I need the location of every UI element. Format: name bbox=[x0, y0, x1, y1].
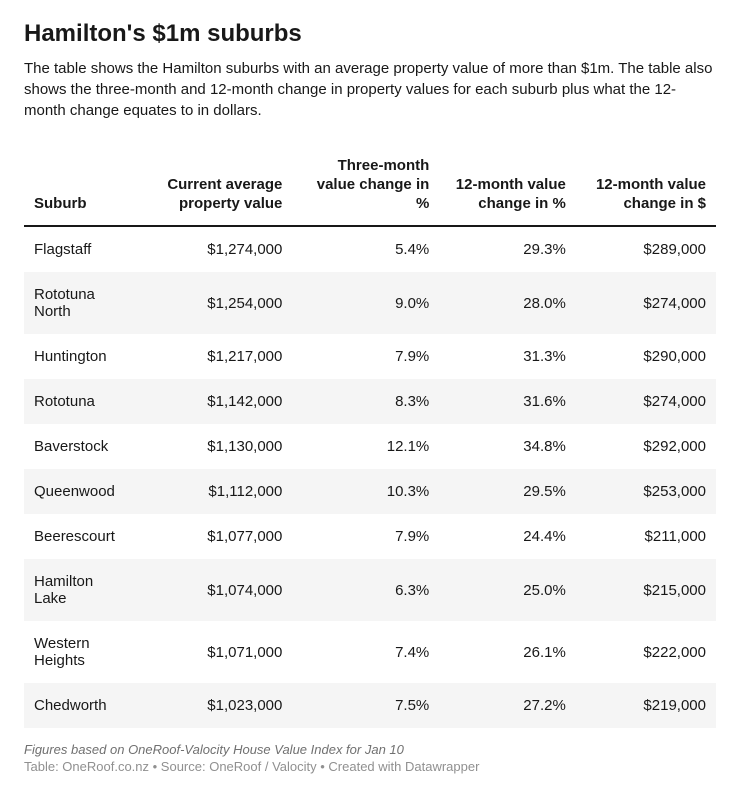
table-row: Queenwood$1,112,00010.3%29.5%$253,000 bbox=[24, 469, 716, 514]
cell-suburb: Western Heights bbox=[24, 621, 134, 683]
cell-chg12m: 26.1% bbox=[439, 621, 576, 683]
suburbs-table: Suburb Current average property value Th… bbox=[24, 149, 716, 728]
col-suburb: Suburb bbox=[24, 149, 134, 226]
cell-suburb: Hamilton Lake bbox=[24, 559, 134, 621]
cell-chg12d: $219,000 bbox=[576, 683, 716, 728]
cell-avg: $1,074,000 bbox=[134, 559, 292, 621]
table-row: Rototuna North$1,254,0009.0%28.0%$274,00… bbox=[24, 272, 716, 334]
cell-chg12m: 31.3% bbox=[439, 334, 576, 379]
page-title: Hamilton's $1m suburbs bbox=[24, 20, 716, 48]
cell-suburb: Rototuna bbox=[24, 379, 134, 424]
cell-chg3m: 7.9% bbox=[292, 334, 439, 379]
footnote-source-date: Figures based on OneRoof-Valocity House … bbox=[24, 742, 716, 757]
cell-chg12m: 28.0% bbox=[439, 272, 576, 334]
cell-chg12d: $274,000 bbox=[576, 379, 716, 424]
cell-chg12m: 31.6% bbox=[439, 379, 576, 424]
cell-chg12d: $215,000 bbox=[576, 559, 716, 621]
cell-chg3m: 6.3% bbox=[292, 559, 439, 621]
cell-avg: $1,274,000 bbox=[134, 226, 292, 272]
cell-avg: $1,071,000 bbox=[134, 621, 292, 683]
cell-avg: $1,130,000 bbox=[134, 424, 292, 469]
cell-chg3m: 5.4% bbox=[292, 226, 439, 272]
cell-suburb: Rototuna North bbox=[24, 272, 134, 334]
cell-chg12m: 29.3% bbox=[439, 226, 576, 272]
table-row: Huntington$1,217,0007.9%31.3%$290,000 bbox=[24, 334, 716, 379]
cell-chg3m: 8.3% bbox=[292, 379, 439, 424]
cell-suburb: Flagstaff bbox=[24, 226, 134, 272]
cell-chg12m: 27.2% bbox=[439, 683, 576, 728]
cell-avg: $1,254,000 bbox=[134, 272, 292, 334]
table-row: Hamilton Lake$1,074,0006.3%25.0%$215,000 bbox=[24, 559, 716, 621]
cell-avg: $1,112,000 bbox=[134, 469, 292, 514]
table-row: Baverstock$1,130,00012.1%34.8%$292,000 bbox=[24, 424, 716, 469]
cell-chg12d: $211,000 bbox=[576, 514, 716, 559]
cell-avg: $1,023,000 bbox=[134, 683, 292, 728]
table-row: Rototuna$1,142,0008.3%31.6%$274,000 bbox=[24, 379, 716, 424]
footnote-credits: Table: OneRoof.co.nz • Source: OneRoof /… bbox=[24, 759, 716, 774]
cell-chg12d: $289,000 bbox=[576, 226, 716, 272]
cell-chg3m: 10.3% bbox=[292, 469, 439, 514]
cell-chg12m: 24.4% bbox=[439, 514, 576, 559]
cell-chg3m: 12.1% bbox=[292, 424, 439, 469]
cell-chg3m: 9.0% bbox=[292, 272, 439, 334]
table-row: Flagstaff$1,274,0005.4%29.3%$289,000 bbox=[24, 226, 716, 272]
cell-avg: $1,077,000 bbox=[134, 514, 292, 559]
cell-chg3m: 7.5% bbox=[292, 683, 439, 728]
cell-avg: $1,142,000 bbox=[134, 379, 292, 424]
cell-suburb: Baverstock bbox=[24, 424, 134, 469]
table-row: Chedworth$1,023,0007.5%27.2%$219,000 bbox=[24, 683, 716, 728]
cell-suburb: Beerescourt bbox=[24, 514, 134, 559]
cell-chg12m: 34.8% bbox=[439, 424, 576, 469]
cell-chg12d: $274,000 bbox=[576, 272, 716, 334]
cell-suburb: Queenwood bbox=[24, 469, 134, 514]
cell-chg12m: 25.0% bbox=[439, 559, 576, 621]
cell-chg3m: 7.4% bbox=[292, 621, 439, 683]
col-chg12m: 12-month value change in % bbox=[439, 149, 576, 226]
col-chg12d: 12-month value change in $ bbox=[576, 149, 716, 226]
cell-chg12d: $222,000 bbox=[576, 621, 716, 683]
cell-suburb: Huntington bbox=[24, 334, 134, 379]
table-header-row: Suburb Current average property value Th… bbox=[24, 149, 716, 226]
cell-chg12d: $292,000 bbox=[576, 424, 716, 469]
cell-chg12m: 29.5% bbox=[439, 469, 576, 514]
table-row: Beerescourt$1,077,0007.9%24.4%$211,000 bbox=[24, 514, 716, 559]
cell-chg3m: 7.9% bbox=[292, 514, 439, 559]
page-description: The table shows the Hamilton suburbs wit… bbox=[24, 58, 716, 121]
table-row: Western Heights$1,071,0007.4%26.1%$222,0… bbox=[24, 621, 716, 683]
cell-avg: $1,217,000 bbox=[134, 334, 292, 379]
col-chg3m: Three-month value change in % bbox=[292, 149, 439, 226]
cell-chg12d: $290,000 bbox=[576, 334, 716, 379]
cell-suburb: Chedworth bbox=[24, 683, 134, 728]
col-avg: Current average property value bbox=[134, 149, 292, 226]
cell-chg12d: $253,000 bbox=[576, 469, 716, 514]
